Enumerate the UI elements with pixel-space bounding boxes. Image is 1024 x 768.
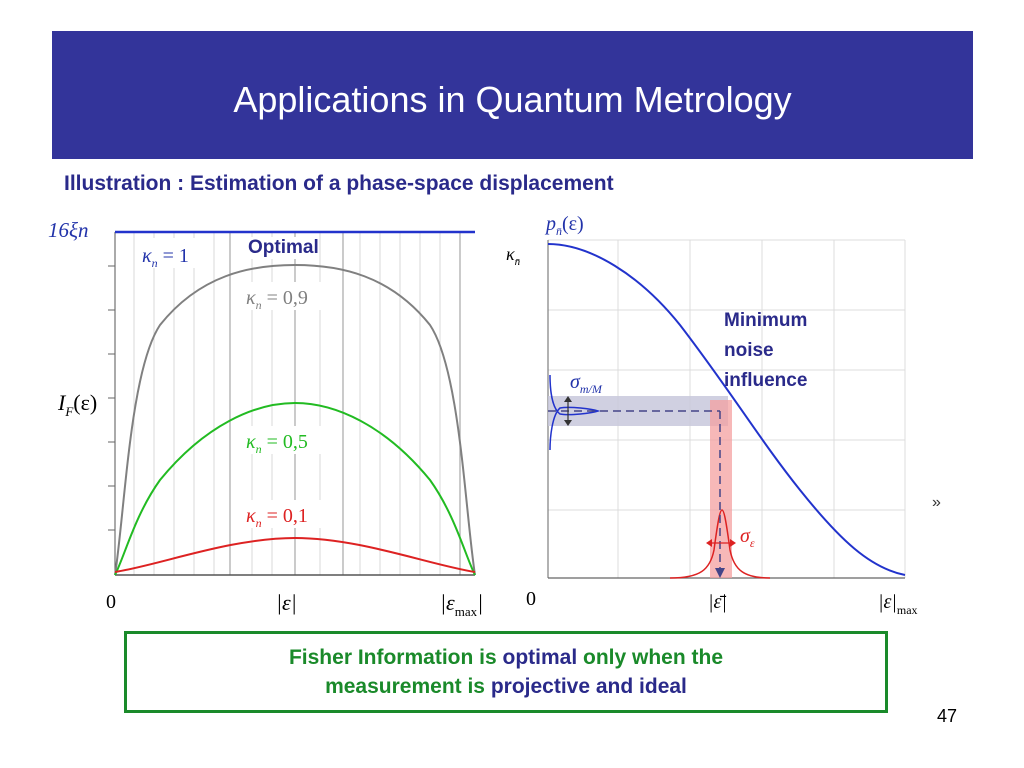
slide-subtitle: Illustration : Estimation of a phase-spa…	[64, 172, 614, 195]
sigma-epsilon-gaussian	[669, 509, 771, 579]
curve-kappa-0-5	[114, 401, 476, 576]
curve-kappa-0-1	[114, 536, 476, 573]
right-x-mid-label: |ε̄|	[708, 591, 727, 613]
dashed-arrow-head	[715, 568, 725, 578]
sigma-epsilon-label: σε	[740, 525, 755, 550]
min-noise-line-3: influence	[724, 370, 808, 391]
page-number: 47	[937, 706, 958, 726]
right-x-zero-label: 0	[526, 588, 536, 610]
callout-line-1: Fisher Information is optimal only when …	[288, 646, 724, 669]
title-banner: Applications in Quantum Metrology	[52, 31, 973, 159]
right-top-label: pn̄(ε)	[544, 213, 584, 238]
stray-mark: »	[932, 494, 941, 511]
optimal-label: Optimal	[248, 237, 319, 259]
min-noise-line-2: noise	[724, 340, 774, 361]
measurement-noise-gaussian	[549, 374, 601, 451]
label-kappa-0-1: κn = 0,1	[246, 505, 308, 530]
probability-distribution-plot: pn̄(ε) κn̄ σm/M σε 0 |ε̄| |ε|max	[506, 213, 918, 617]
left-x-zero-label: 0	[106, 591, 116, 613]
right-y-axis-label: κn̄	[506, 244, 521, 268]
kappa-curve	[547, 243, 906, 576]
curve-kappa-0-9	[114, 263, 476, 576]
left-top-label: 16ξn	[48, 218, 89, 242]
left-y-axis-label: IF(ε)	[57, 390, 97, 419]
min-noise-line-1: Minimum	[724, 310, 808, 331]
left-y-ticks	[108, 265, 115, 531]
minimum-noise-annotation: Minimum noise influence	[724, 306, 807, 396]
sigma-m-label: σm/M	[570, 371, 603, 396]
fisher-information-plot: 16ξn IF(ε) 0 |ε| |εmax| κn = 1 κn = 0,9 …	[48, 218, 483, 619]
vertical-sigma-band	[710, 400, 732, 578]
label-kappa-0-5: κn = 0,5	[246, 431, 308, 456]
label-kappa-1: κn = 1	[142, 245, 189, 270]
left-x-mid-label: |ε|	[276, 590, 297, 615]
left-x-max-label: |εmax|	[440, 590, 483, 619]
callout-line-2: measurement is projective and ideal	[325, 675, 687, 698]
label-kappa-0-9: κn = 0,9	[246, 287, 308, 312]
right-x-max-label: |ε|max	[878, 591, 918, 617]
slide-title: Applications in Quantum Metrology	[233, 79, 792, 120]
fisher-info-callout: Fisher Information is optimal only when …	[124, 631, 888, 713]
